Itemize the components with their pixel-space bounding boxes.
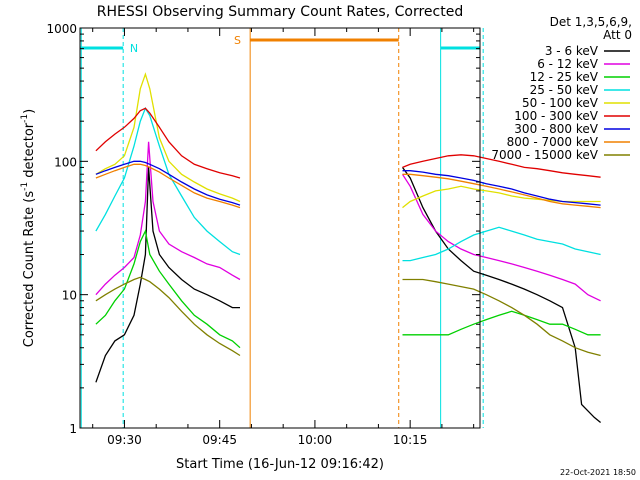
y-axis-label: Corrected Count Rate (s-1 detector-1)	[20, 109, 37, 347]
y-label-mid: detector	[22, 122, 37, 182]
series-line-5-a	[95, 107, 241, 179]
y-label-sup1: -1	[20, 182, 30, 191]
timestamp: 22-Oct-2021 18:50	[560, 468, 636, 477]
legend-header-1: Det 1,3,5,6,9,	[550, 15, 632, 29]
y-tick-label: 100	[54, 155, 77, 169]
x-tick-label: 09:30	[107, 433, 142, 447]
y-label-main: Corrected Count Rate (s	[22, 191, 37, 348]
series-line-3-a	[95, 106, 241, 256]
night-label: N	[130, 42, 138, 55]
y-tick-label: 1000	[46, 22, 77, 36]
saa-label: S	[234, 34, 241, 47]
series-line-4-a	[95, 72, 241, 203]
flag-layer: NS	[80, 28, 484, 428]
series-line-8-b	[402, 278, 601, 357]
chart-title: RHESSI Observing Summary Count Rates, Co…	[97, 4, 463, 20]
legend-label: 50 - 100 keV	[522, 96, 599, 110]
y-tick-label: 1	[69, 422, 77, 436]
x-tick-label: 09:45	[202, 433, 237, 447]
legend-label: 12 - 25 keV	[530, 70, 599, 84]
series-line-1-a	[95, 141, 241, 296]
series-line-3-b	[402, 226, 601, 262]
series-line-7-a	[95, 163, 241, 209]
series-line-0-a	[95, 167, 240, 383]
legend-label: 100 - 300 keV	[514, 109, 598, 123]
series-layer	[95, 72, 602, 424]
y-tick-label: 10	[62, 289, 77, 303]
series-line-1-b	[401, 173, 601, 302]
series-line-2-b	[402, 310, 601, 336]
plot-frame	[79, 27, 481, 429]
y-label-sup2: -1	[20, 114, 30, 123]
y-label-end: )	[22, 109, 37, 114]
legend-label: 6 - 12 keV	[537, 57, 599, 71]
series-line-8-a	[95, 276, 241, 357]
legend-header-2: Att 0	[603, 28, 632, 42]
series-line-6-b	[402, 170, 601, 206]
series-line-2-a	[95, 229, 241, 349]
x-tick-label: 10:00	[298, 433, 333, 447]
axes-layer: 1 10 100 1000 09:30 09:45 10:00 10:15	[46, 22, 480, 447]
series-line-5-b	[402, 154, 601, 178]
legend-label: 300 - 800 keV	[514, 122, 598, 136]
legend-label: 25 - 50 keV	[530, 83, 599, 97]
legend-label: 800 - 7000 keV	[507, 135, 599, 149]
x-tick-label: 10:15	[393, 433, 428, 447]
legend-label: 7000 - 15000 keV	[491, 148, 598, 162]
x-axis-label: Start Time (16-Jun-12 09:16:42)	[176, 457, 384, 472]
series-line-6-a	[95, 160, 241, 206]
series-line-0-b	[401, 167, 602, 424]
series-line-7-b	[402, 173, 601, 209]
legend-label: 3 - 6 keV	[545, 44, 599, 58]
